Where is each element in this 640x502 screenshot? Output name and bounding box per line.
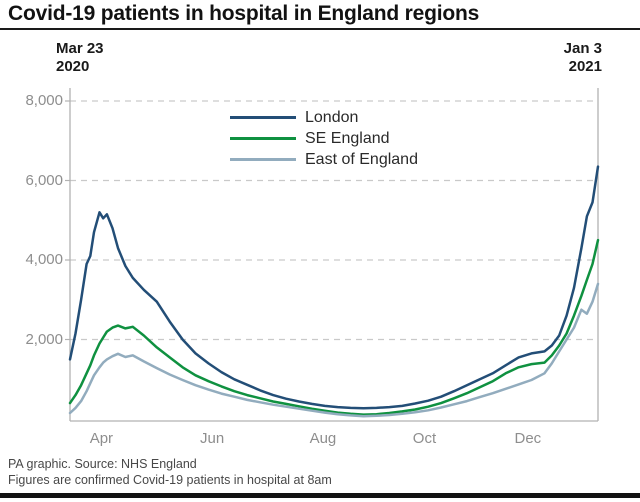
bottom-bar bbox=[0, 493, 640, 498]
start-date-line1: Mar 23 bbox=[56, 40, 104, 57]
end-date-line2: 2021 bbox=[568, 58, 602, 75]
legend-item-london: London bbox=[230, 107, 418, 128]
title-divider bbox=[0, 28, 640, 30]
page-title: Covid-19 patients in hospital in England… bbox=[8, 2, 480, 25]
figures-note: Figures are confirmed Covid-19 patients … bbox=[8, 473, 332, 487]
legend-item-east-of-england: East of England bbox=[230, 149, 418, 170]
y-axis-label-6000: 6,000 bbox=[25, 171, 63, 189]
x-axis-label-dec: Dec bbox=[514, 430, 542, 447]
x-axis-label-oct: Oct bbox=[412, 430, 437, 447]
legend-label: London bbox=[305, 108, 359, 126]
chart-legend: London SE England East of England bbox=[230, 107, 418, 170]
series-line-se-england bbox=[68, 238, 600, 416]
start-date-line2: 2020 bbox=[56, 58, 90, 75]
legend-line-swatch bbox=[230, 137, 296, 140]
legend-line-swatch bbox=[230, 116, 296, 119]
source-note: PA graphic. Source: NHS England bbox=[8, 457, 197, 471]
x-axis-label-apr: Apr bbox=[89, 430, 114, 447]
legend-label: SE England bbox=[305, 129, 390, 147]
x-axis-label-aug: Aug bbox=[309, 430, 337, 447]
y-axis-label-2000: 2,000 bbox=[25, 330, 63, 348]
y-axis-label-8000: 8,000 bbox=[25, 92, 63, 109]
chart-footer: PA graphic. Source: NHS England Figures … bbox=[8, 456, 332, 488]
start-date-label: Mar 23 2020 bbox=[56, 40, 104, 76]
series-line-east-of-england bbox=[68, 282, 600, 418]
x-axis-label-jun: Jun bbox=[200, 430, 225, 447]
legend-item-se-england: SE England bbox=[230, 128, 418, 149]
series-line-london bbox=[68, 165, 600, 410]
legend-label: East of England bbox=[305, 150, 418, 168]
y-axis-label-4000: 4,000 bbox=[25, 251, 63, 268]
end-date-label: Jan 3 2021 bbox=[564, 40, 602, 76]
end-date-line1: Jan 3 bbox=[563, 40, 602, 57]
legend-line-swatch bbox=[230, 158, 296, 161]
